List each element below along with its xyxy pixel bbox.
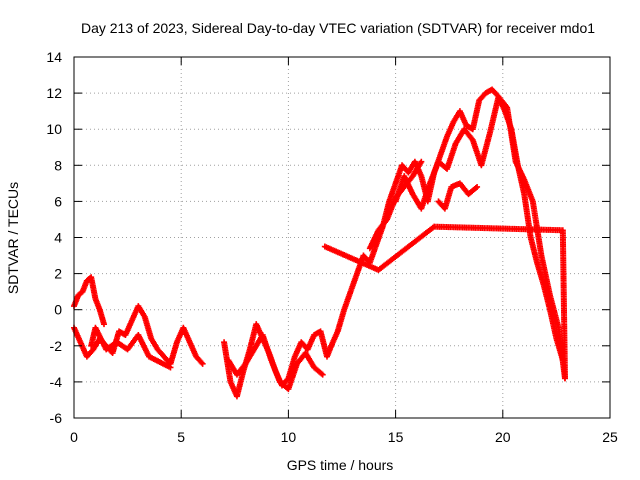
y-tick-label: 14 [46,49,62,65]
chart-title: Day 213 of 2023, Sidereal Day-to-day VTE… [81,20,595,36]
y-tick-label: 0 [54,302,62,318]
data-point [319,371,326,378]
x-axis-label: GPS time / hours [287,457,394,473]
x-tick-label: 25 [602,429,618,445]
y-tick-label: 2 [54,266,62,282]
x-tick-label: 0 [70,429,78,445]
data-point [199,360,206,367]
axis-ticks: 0 5 10 15 20 25 -6 -4 -2 0 2 4 6 8 10 12 14 [46,49,618,445]
y-tick-label: -2 [50,338,63,354]
data-point [167,364,174,371]
x-tick-label: 20 [495,429,511,445]
x-tick-label: 5 [177,429,185,445]
y-tick-label: 10 [46,121,62,137]
y-tick-label: -4 [50,374,63,390]
data-point [474,183,481,190]
data-point [418,158,425,165]
data-points [71,86,568,400]
y-axis-label: SDTVAR / TECUs [5,182,21,294]
x-tick-label: 10 [281,429,297,445]
data-point [101,321,108,328]
y-tick-label: -6 [50,410,63,426]
data-point [561,375,568,382]
y-tick-label: 6 [54,193,62,209]
x-tick-label: 15 [388,429,404,445]
y-tick-label: 4 [54,230,62,246]
y-tick-label: 8 [54,157,62,173]
y-tick-label: 12 [46,85,62,101]
